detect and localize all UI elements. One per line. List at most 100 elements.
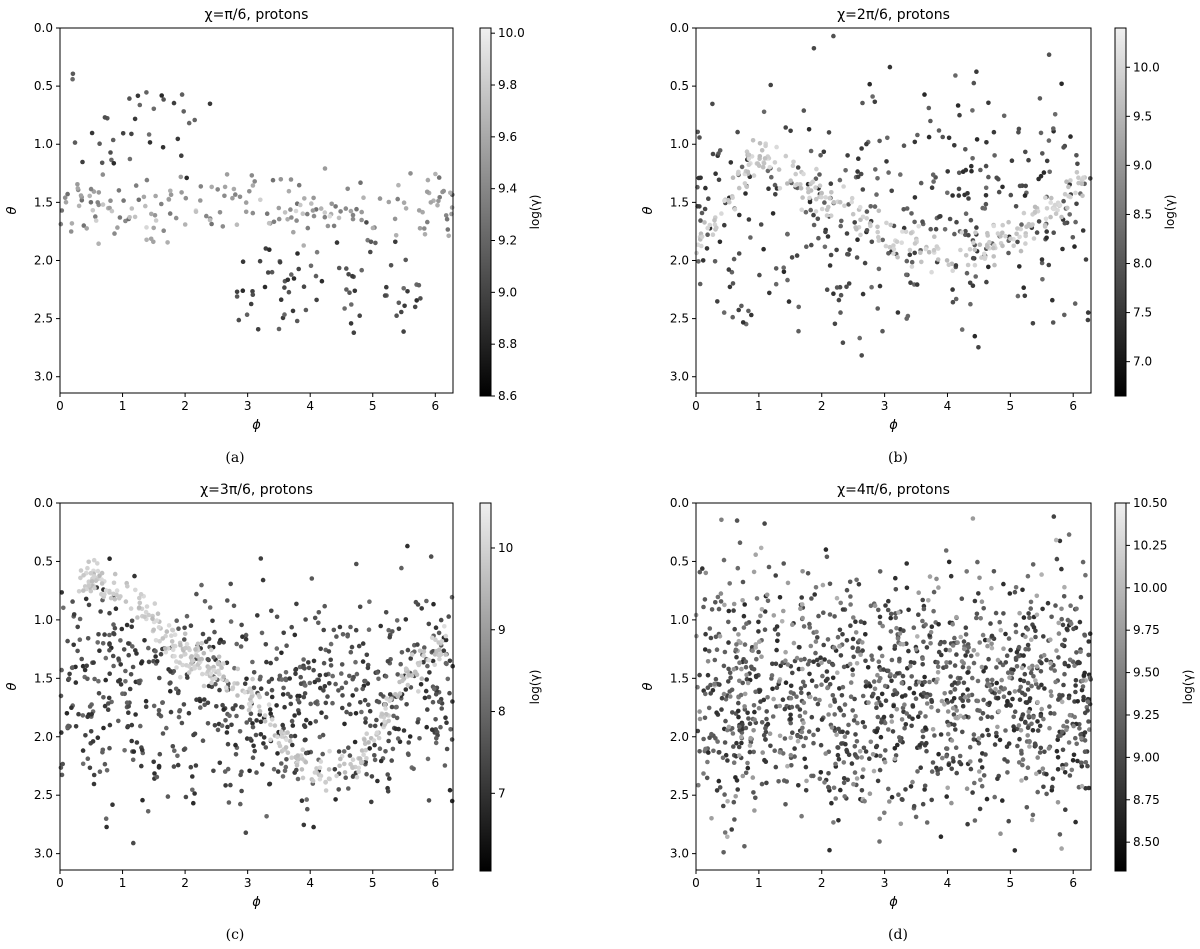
scatter-point (791, 159, 796, 165)
scatter-point (433, 717, 438, 722)
scatter-point (438, 724, 443, 730)
scatter-point (771, 696, 776, 702)
scatter-point (58, 765, 64, 770)
scatter-point (358, 180, 363, 185)
scatter-point (364, 731, 370, 736)
scatter-point (1030, 562, 1036, 567)
scatter-point (919, 259, 924, 265)
scatter-point (875, 714, 881, 720)
scatter-point (818, 655, 823, 660)
scatter-point (1087, 675, 1093, 680)
scatter-point (761, 732, 767, 738)
scatter-point (963, 632, 969, 637)
scatter-point (809, 242, 814, 248)
scatter-point (972, 780, 977, 786)
scatter-point (758, 613, 763, 619)
scatter-point (102, 632, 107, 637)
scatter-point (837, 705, 842, 711)
scatter-point (374, 730, 380, 736)
scatter-point (721, 663, 727, 669)
scatter-point (1031, 674, 1036, 679)
scatter-point (291, 229, 296, 235)
scatter-point (810, 180, 815, 185)
scatter-point (234, 289, 240, 295)
scatter-point (323, 672, 329, 678)
scatter-point (898, 172, 903, 177)
x-tick-label: 5 (369, 876, 377, 890)
scatter-point (101, 725, 106, 731)
scatter-point (759, 148, 765, 153)
scatter-point (995, 776, 1000, 781)
scatter-point (969, 168, 974, 174)
scatter-point (767, 165, 773, 170)
scatter-point (129, 131, 134, 137)
scatter-point (981, 697, 986, 703)
scatter-point (913, 814, 919, 820)
scatter-point (385, 789, 391, 794)
scatter-point (82, 667, 88, 673)
scatter-point (250, 183, 256, 188)
scatter-point (855, 648, 860, 654)
colorbar-label: log(γ) (1163, 195, 1177, 230)
scatter-point (164, 725, 169, 731)
axes-frame (695, 502, 1092, 871)
scatter-point (207, 101, 213, 107)
scatter-point (288, 207, 293, 212)
scatter-point (1056, 631, 1062, 636)
scatter-point (801, 171, 806, 177)
scatter-point (960, 664, 966, 670)
scatter-point (127, 215, 132, 220)
scatter-point (761, 160, 767, 166)
y-tick-label: 1.0 (670, 613, 689, 627)
scatter-point (250, 724, 256, 730)
scatter-point (123, 599, 129, 604)
scatter-point (1007, 591, 1013, 596)
scatter-point (1071, 626, 1076, 632)
scatter-point (959, 596, 965, 601)
scatter-point (181, 702, 187, 707)
scatter-point (726, 640, 731, 645)
scatter-point (301, 284, 307, 290)
scatter-point (936, 649, 942, 655)
scatter-point (863, 679, 869, 685)
scatter-point (1085, 763, 1090, 769)
scatter-point (436, 198, 441, 204)
scatter-point (339, 662, 345, 667)
scatter-point (950, 299, 956, 305)
scatter-point (116, 656, 121, 661)
scatter-point (1027, 615, 1032, 620)
scatter-point (125, 584, 130, 589)
scatter-point (727, 199, 732, 205)
scatter-point (1013, 204, 1019, 209)
scatter-point (1061, 594, 1067, 599)
scatter-point (883, 748, 888, 753)
scatter-point (109, 208, 115, 214)
scatter-point (422, 232, 428, 237)
scatter-point (230, 685, 236, 690)
scatter-point (364, 220, 369, 225)
scatter-point (792, 754, 797, 759)
scatter-point (96, 241, 101, 246)
scatter-point (938, 766, 944, 771)
scatter-point (870, 657, 875, 662)
scatter-point (796, 783, 801, 788)
scatter-point (237, 729, 243, 734)
scatter-point (225, 741, 231, 747)
scatter-point (207, 605, 213, 610)
scatter-point (368, 723, 373, 729)
scatter-point (922, 787, 927, 792)
scatter-point (1054, 748, 1060, 754)
scatter-point (852, 696, 857, 702)
scatter-point (877, 283, 883, 289)
scatter-point (320, 751, 326, 757)
scatter-point (992, 262, 997, 268)
scatter-point (850, 636, 856, 642)
scatter-point (970, 790, 975, 795)
scatter-point (944, 753, 949, 759)
scatter-point (813, 650, 818, 656)
chart-title: χ=π/6, protons (205, 7, 309, 23)
scatter-point (1086, 719, 1091, 724)
scatter-point (433, 625, 439, 630)
scatter-point (223, 718, 228, 723)
scatter-point (877, 614, 883, 620)
